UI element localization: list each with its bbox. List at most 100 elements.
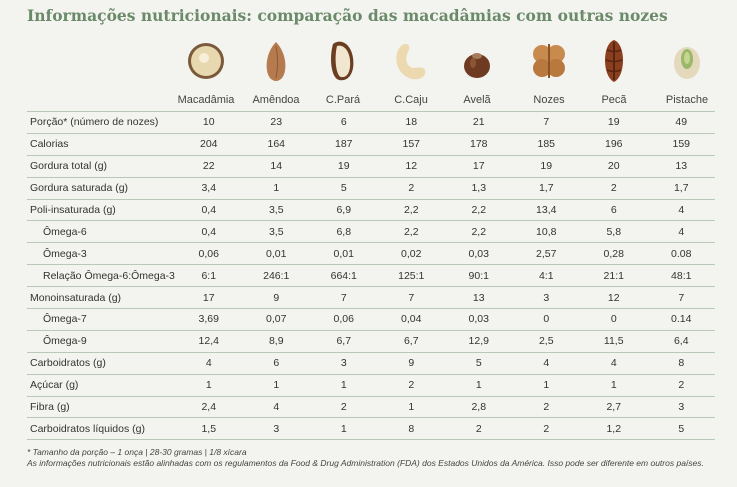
cell-value: 6,7 (377, 330, 445, 353)
cell-value: 159 (647, 133, 715, 156)
cell-value: 204 (175, 133, 243, 156)
cell-value: 10,8 (512, 220, 580, 244)
cell-value: 12,9 (445, 330, 513, 353)
nut-name-pistachio: Pistache (665, 94, 709, 106)
cell-value: 1,5 (175, 417, 243, 441)
cell-value: 1,3 (445, 177, 513, 200)
row-label: Ômega-9 (27, 330, 175, 353)
cell-value: 2,8 (445, 396, 513, 419)
nut-name-brazil-nut: C.Pará (325, 94, 361, 106)
cell-value: 0,4 (175, 220, 243, 244)
cell-value: 2,2 (377, 220, 445, 244)
row-label: Carboidratos (g) (27, 352, 175, 375)
cell-value: 12 (377, 155, 445, 178)
pistachio-icon (674, 47, 700, 79)
cell-value: 10 (175, 111, 243, 134)
row-label: Relação Ômega-6:Ômega-3 (27, 264, 175, 288)
cell-value: 1 (580, 374, 648, 397)
cell-value: 4 (580, 352, 648, 375)
cell-value: 2,2 (445, 199, 513, 222)
cell-value: 6 (580, 199, 648, 222)
cell-value: 5 (310, 177, 378, 200)
cell-value: 3,69 (175, 308, 243, 331)
nut-name-almond: Amêndoa (252, 94, 300, 106)
cell-value: 185 (512, 133, 580, 156)
table-row: Poli-insaturada (g) 0,4 3,5 6,9 2,2 2,2 13,4 6 4 (27, 199, 715, 222)
cell-value: 1 (175, 374, 243, 397)
nut-name-pecan: Pecã (601, 94, 627, 106)
cell-value: 4:1 (512, 264, 580, 288)
row-label: Ômega-7 (27, 308, 175, 331)
cell-value: 17 (175, 286, 243, 310)
nut-column-macadamia: Macadâmia (168, 28, 244, 112)
cell-value: 8 (647, 352, 715, 375)
nut-name-macadamia: Macadâmia (177, 94, 235, 106)
cell-value: 3 (512, 286, 580, 310)
row-label: Ômega-3 (27, 242, 175, 266)
cell-value: 13 (647, 155, 715, 178)
nut-column-pecan: Pecã (576, 28, 652, 112)
cell-value: 2 (647, 374, 715, 397)
nut-name-hazelnut: Avelã (463, 94, 491, 106)
cell-value: 21:1 (580, 264, 648, 288)
cell-value: 3,4 (175, 177, 243, 200)
almond-icon (266, 42, 286, 81)
row-label: Calorias (27, 133, 175, 156)
cell-value: 187 (310, 133, 378, 156)
cell-value: 19 (310, 155, 378, 178)
cell-value: 2,57 (512, 242, 580, 266)
cell-value: 1 (377, 396, 445, 419)
cell-value: 664:1 (310, 264, 378, 288)
cell-value: 1,2 (580, 417, 648, 441)
cell-value: 0,4 (175, 199, 243, 222)
cell-value: 2 (377, 374, 445, 397)
cell-value: 5 (647, 417, 715, 441)
cell-value: 7 (310, 286, 378, 310)
row-label: Gordura saturada (g) (27, 177, 175, 200)
table-row: Relação Ômega-6:Ômega-3 6:1 246:1 664:1 125:… (27, 264, 715, 288)
cell-value: 2 (377, 177, 445, 200)
cell-value: 7 (377, 286, 445, 310)
cell-value: 0,06 (175, 242, 243, 266)
cell-value: 6 (310, 111, 378, 134)
cell-value: 2,4 (175, 396, 243, 419)
walnut-icon (533, 44, 565, 78)
cell-value: 1 (310, 374, 378, 397)
cell-value: 2 (512, 396, 580, 419)
cell-value: 1 (242, 374, 310, 397)
cell-value: 3,5 (242, 199, 310, 222)
cell-value: 5 (445, 352, 513, 375)
cell-value: 0,07 (242, 308, 310, 331)
cell-value: 0,04 (377, 308, 445, 331)
cell-value: 11,5 (580, 330, 648, 353)
nut-column-hazelnut: Avelã (439, 28, 515, 112)
cell-value: 1 (445, 374, 513, 397)
nut-name-cashew: C.Caju (394, 94, 428, 106)
row-label: Monoinsaturada (g) (27, 286, 175, 310)
cell-value: 9 (242, 286, 310, 310)
cell-value: 196 (580, 133, 648, 156)
cell-value: 13 (445, 286, 513, 310)
cell-value: 14 (242, 155, 310, 178)
cell-value: 6,8 (310, 220, 378, 244)
cell-value: 21 (445, 111, 513, 134)
cell-value: 19 (512, 155, 580, 178)
cell-value: 17 (445, 155, 513, 178)
table-row: Ômega-7 3,69 0,07 0,06 0,04 0,03 0 0 0.14 (27, 308, 715, 331)
row-label: Ômega-6 (27, 220, 175, 244)
cell-value: 2,7 (580, 396, 648, 419)
cell-value: 1 (310, 417, 378, 441)
cell-value: 48:1 (647, 264, 715, 288)
nut-header: Macadâmia Amêndoa C.Pará C.Caju Avelã (0, 28, 737, 112)
cell-value: 246:1 (242, 264, 310, 288)
cell-value: 8,9 (242, 330, 310, 353)
cell-value: 0.08 (647, 242, 715, 266)
cell-value: 4 (647, 220, 715, 244)
row-label: Gordura total (g) (27, 155, 175, 178)
cell-value: 13,4 (512, 199, 580, 222)
cell-value: 6,7 (310, 330, 378, 353)
cell-value: 2,5 (512, 330, 580, 353)
cell-value: 3 (310, 352, 378, 375)
cell-value: 20 (580, 155, 648, 178)
cell-value: 7 (647, 286, 715, 310)
